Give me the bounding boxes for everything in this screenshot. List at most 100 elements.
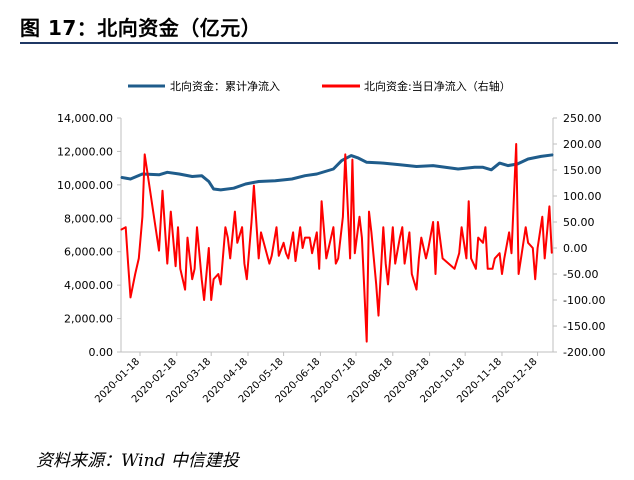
series-layer: [120, 143, 554, 343]
data-point-daily: [432, 221, 434, 223]
y-left-tick-label: 6,000.00: [64, 246, 113, 259]
data-point-daily: [268, 263, 270, 265]
data-point-daily: [241, 226, 243, 228]
data-point-daily: [368, 211, 370, 213]
data-point-daily: [158, 250, 160, 252]
data-point-daily: [299, 226, 301, 228]
data-point-daily: [487, 268, 489, 270]
data-point-daily: [482, 242, 484, 244]
y-right-tick-label: -100.00: [563, 294, 605, 307]
data-point-daily: [177, 226, 179, 228]
data-point-daily: [246, 278, 248, 280]
data-point-daily: [283, 242, 285, 244]
data-point-daily: [551, 252, 553, 254]
data-point-daily: [491, 268, 494, 270]
data-point-daily: [311, 252, 313, 254]
data-point-cumulative: [527, 158, 529, 160]
data-point-daily: [411, 273, 413, 275]
y-right-tick-label: 200.00: [563, 138, 602, 151]
title-divider: [20, 42, 618, 44]
data-point-daily: [170, 211, 172, 213]
data-point-daily: [260, 231, 262, 233]
data-point-daily: [337, 257, 339, 259]
data-point-daily: [477, 237, 479, 239]
data-point-cumulative: [341, 160, 343, 162]
data-point-daily: [453, 268, 456, 270]
chart-legend: 北向资金：累计净流入 北向资金:当日净流入（右轴）: [128, 79, 511, 93]
data-point-cumulative: [490, 169, 492, 171]
data-point-daily: [541, 216, 543, 218]
data-point-daily: [425, 257, 427, 259]
legend-label-daily: 北向资金:当日净流入（右轴）: [364, 79, 511, 93]
data-point-daily: [318, 268, 320, 270]
data-point-daily: [442, 257, 444, 259]
data-point-cumulative: [245, 183, 247, 185]
data-point-daily: [129, 296, 132, 298]
y-right-tick-label: 250.00: [563, 112, 602, 125]
legend-label-cumulative: 北向资金：累计净流入: [170, 79, 280, 93]
y-left-tick-label: 2,000.00: [64, 313, 113, 326]
data-point-daily: [213, 278, 215, 280]
data-point-daily: [475, 268, 477, 270]
data-point-daily: [144, 153, 146, 155]
data-point-cumulative: [366, 161, 368, 163]
y-right-tick-label: -50.00: [563, 268, 598, 281]
data-point-cumulative: [552, 154, 554, 156]
data-point-daily: [134, 273, 136, 275]
data-point-daily: [508, 231, 510, 233]
data-point-daily: [229, 257, 231, 259]
data-point-cumulative: [304, 175, 306, 177]
data-point-daily: [366, 341, 368, 343]
data-point-daily: [220, 283, 222, 285]
data-point-daily: [335, 263, 337, 265]
data-point-daily: [224, 226, 226, 228]
y-left-tick-label: 0.00: [89, 346, 114, 359]
data-point-daily: [358, 216, 361, 218]
data-point-daily: [494, 257, 496, 259]
data-point-cumulative: [457, 168, 459, 170]
data-point-daily: [292, 231, 294, 233]
data-point-daily: [484, 226, 486, 228]
data-point-daily: [191, 278, 193, 280]
data-point-daily: [510, 252, 513, 254]
data-point-daily: [518, 273, 520, 275]
data-point-daily: [415, 289, 418, 291]
series-line-cumulative: [120, 153, 554, 192]
data-point-daily: [458, 252, 460, 254]
data-point-daily: [468, 200, 470, 202]
data-point-daily: [243, 263, 245, 265]
data-point-cumulative: [332, 168, 334, 170]
y-left-tick-label: 8,000.00: [64, 212, 113, 225]
data-point-daily: [501, 273, 503, 275]
y-right-tick-label: 0.00: [563, 242, 588, 255]
data-point-cumulative: [191, 175, 193, 178]
data-point-cumulative: [382, 162, 384, 164]
chart-container: 北向资金：累计净流入 北向资金:当日净流入（右轴） 0.00 2,000.00 4,…: [0, 60, 634, 430]
y-right-tick-label: 50.00: [563, 216, 595, 229]
data-point-daily: [138, 257, 140, 259]
data-point-daily: [385, 263, 387, 265]
source-note: 资料来源：Wind 中信建投: [36, 451, 239, 471]
data-point-daily: [548, 205, 551, 207]
data-point-daily: [316, 231, 318, 233]
data-point-daily: [354, 252, 356, 254]
data-point-daily: [236, 242, 238, 244]
y-left-tick-label: 12,000.00: [57, 145, 113, 158]
data-point-daily: [544, 257, 546, 259]
data-point-cumulative: [474, 166, 476, 168]
data-point-daily: [418, 257, 420, 259]
data-point-daily: [404, 263, 406, 265]
data-point-daily: [537, 247, 539, 249]
data-point-daily: [304, 237, 306, 239]
data-point-daily: [271, 255, 273, 257]
data-point-cumulative: [201, 175, 203, 177]
data-point-daily: [179, 268, 181, 270]
data-point-cumulative: [213, 188, 215, 190]
data-point-daily: [344, 153, 346, 155]
data-point-daily: [342, 216, 344, 218]
data-point-daily: [437, 221, 439, 223]
data-point-daily: [394, 263, 396, 265]
data-point-cumulative: [415, 165, 418, 168]
y-left-tick-label: 10,000.00: [57, 179, 113, 192]
data-point-daily: [325, 257, 327, 259]
